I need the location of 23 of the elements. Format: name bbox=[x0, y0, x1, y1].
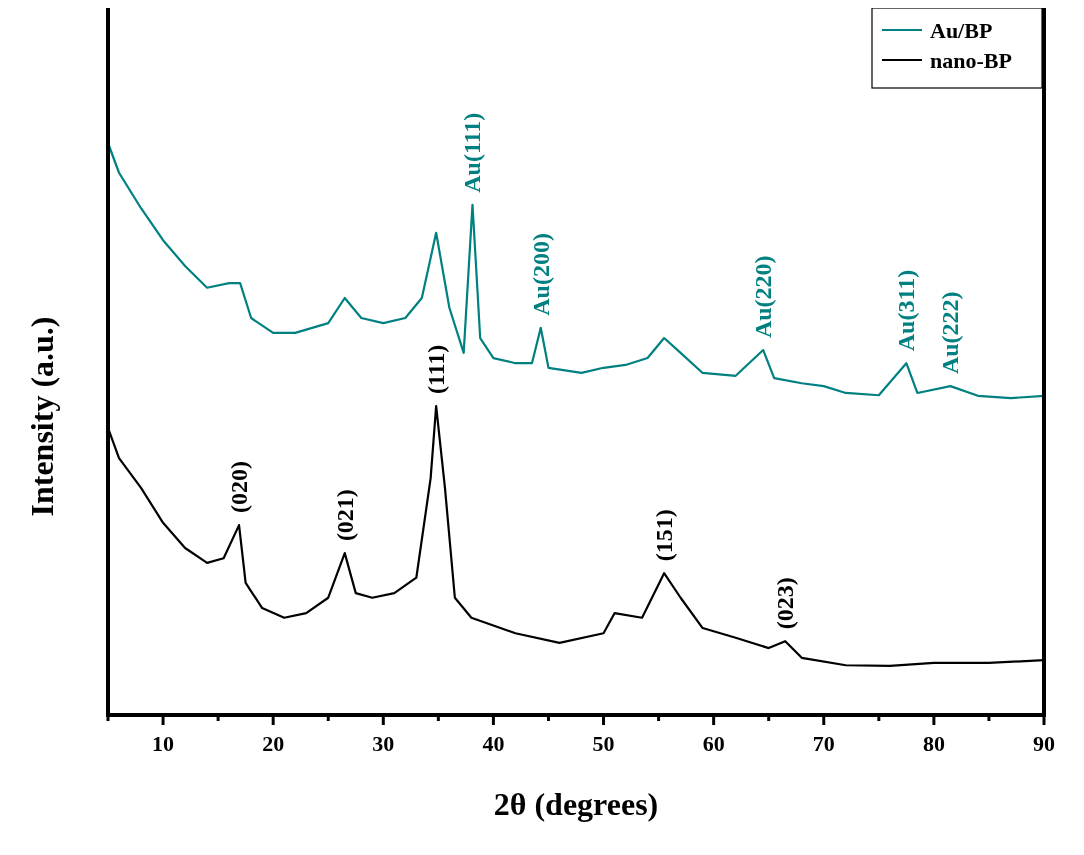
x-axis-title: 2θ (degrees) bbox=[493, 786, 659, 822]
annotation: (151) bbox=[651, 509, 678, 562]
legend-label: Au/BP bbox=[930, 18, 993, 43]
x-tick-label: 70 bbox=[812, 731, 835, 756]
legend-label: nano-BP bbox=[930, 48, 1012, 73]
y-axis-title: Intensity (a.u.) bbox=[24, 316, 60, 517]
annotation: (021) bbox=[331, 489, 358, 542]
annotation: (111) bbox=[423, 344, 450, 395]
x-tick-label: 30 bbox=[372, 731, 395, 756]
x-tick-label: 80 bbox=[922, 731, 945, 756]
annotation: Au(311) bbox=[893, 269, 920, 352]
x-tick-label: 20 bbox=[262, 731, 285, 756]
x-tick-label: 40 bbox=[482, 731, 505, 756]
annotation: Au(111) bbox=[459, 112, 486, 193]
x-tick-label: 60 bbox=[702, 731, 725, 756]
x-tick-label: 50 bbox=[592, 731, 615, 756]
x-tick-label: 10 bbox=[152, 731, 175, 756]
annotation: (020) bbox=[226, 461, 253, 514]
x-tick-label: 90 bbox=[1033, 731, 1055, 756]
annotation: Au(220) bbox=[750, 255, 777, 339]
annotation: Au(222) bbox=[937, 291, 964, 375]
annotation: (023) bbox=[772, 577, 799, 630]
annotation: Au(200) bbox=[527, 233, 554, 316]
